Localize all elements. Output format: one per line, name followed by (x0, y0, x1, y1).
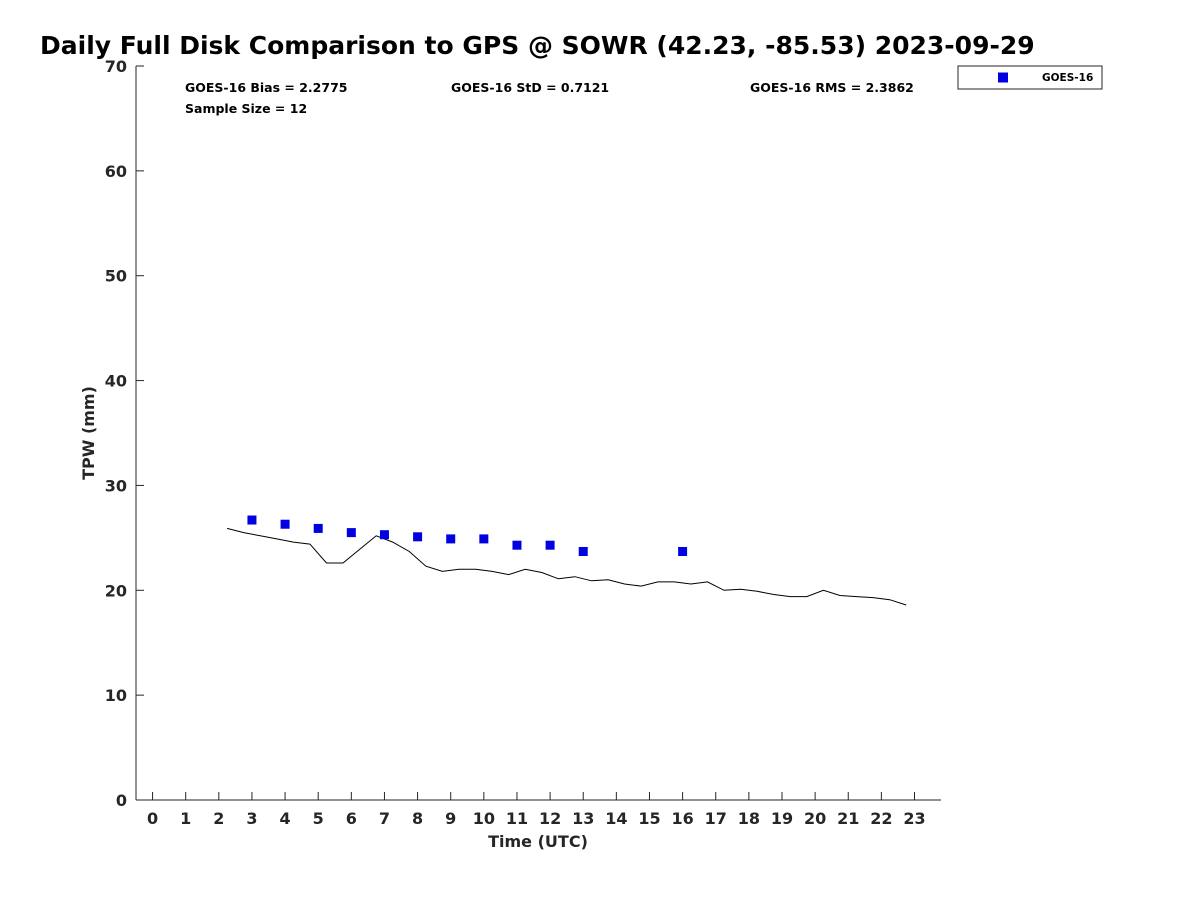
legend: GOES-16 (957, 65, 1103, 90)
plot-axes (135, 66, 941, 801)
x-tick-label: 8 (412, 809, 423, 828)
y-tick-label: 30 (105, 476, 127, 495)
bias-stat: GOES-16 Bias = 2.2775 (185, 80, 347, 95)
x-tick-label: 13 (572, 809, 594, 828)
x-tick-label: 14 (605, 809, 627, 828)
y-axis-label: TPW (mm) (79, 386, 98, 480)
rms-stat: GOES-16 RMS = 2.3862 (750, 80, 914, 95)
x-tick-label: 7 (379, 809, 390, 828)
y-tick-label: 40 (105, 372, 127, 391)
y-tick-label: 0 (116, 791, 127, 810)
goes16-point (379, 530, 389, 540)
x-tick-label: 20 (804, 809, 826, 828)
goes16-point (545, 540, 555, 550)
x-tick-label: 10 (473, 809, 495, 828)
goes16-point (280, 519, 290, 529)
legend-box (957, 65, 1103, 90)
legend-marker-goes16 (998, 72, 1008, 83)
x-tick-label: 21 (837, 809, 859, 828)
goes16-point (346, 528, 356, 538)
series-layer (226, 515, 907, 606)
sample-size-stat: Sample Size = 12 (185, 101, 307, 116)
gps-tpw-line (226, 527, 907, 606)
x-tick-label: 0 (147, 809, 158, 828)
std-stat: GOES-16 StD = 0.7121 (451, 80, 609, 95)
chart-title: Daily Full Disk Comparison to GPS @ SOWR… (40, 31, 1035, 60)
x-tick-label: 16 (671, 809, 693, 828)
goes16-point (313, 523, 323, 533)
legend-label-goes16: GOES-16 (1042, 72, 1093, 84)
x-tick-label: 11 (506, 809, 528, 828)
x-tick-label: 6 (346, 809, 357, 828)
goes16-point (247, 515, 257, 525)
y-tick-group: 0 10 20 30 40 50 60 70 (105, 57, 144, 810)
stats-annotations: GOES-16 Bias = 2.2775 GOES-16 StD = 0.71… (185, 80, 914, 116)
x-tick-label: 12 (539, 809, 561, 828)
x-tick-label: 22 (870, 809, 892, 828)
x-tick-label: 5 (313, 809, 324, 828)
goes16-point (678, 546, 688, 556)
x-tick-label: 3 (246, 809, 257, 828)
x-tick-label: 19 (771, 809, 793, 828)
goes16-point (413, 532, 423, 542)
x-tick-label: 9 (445, 809, 456, 828)
x-tick-label: 18 (738, 809, 760, 828)
x-tick-label: 2 (213, 809, 224, 828)
y-tick-label: 60 (105, 162, 127, 181)
goes16-point (479, 534, 489, 544)
y-tick-label: 10 (105, 686, 127, 705)
y-tick-label: 50 (105, 267, 127, 286)
y-tick-label: 70 (105, 57, 127, 76)
x-tick-group: 0 1 2 3 4 5 6 7 8 9 10 11 12 13 14 15 16 17 18 19 20 21 22 23 (147, 792, 926, 828)
x-tick-label: 1 (180, 809, 191, 828)
x-tick-label: 4 (280, 809, 291, 828)
y-tick-label: 20 (105, 581, 127, 600)
goes16-point (512, 540, 522, 550)
goes16-point (578, 546, 588, 556)
x-tick-label: 15 (638, 809, 660, 828)
goes16-point (446, 534, 456, 544)
x-tick-label: 17 (705, 809, 727, 828)
x-tick-label: 23 (903, 809, 925, 828)
x-axis-label: Time (UTC) (488, 832, 588, 851)
